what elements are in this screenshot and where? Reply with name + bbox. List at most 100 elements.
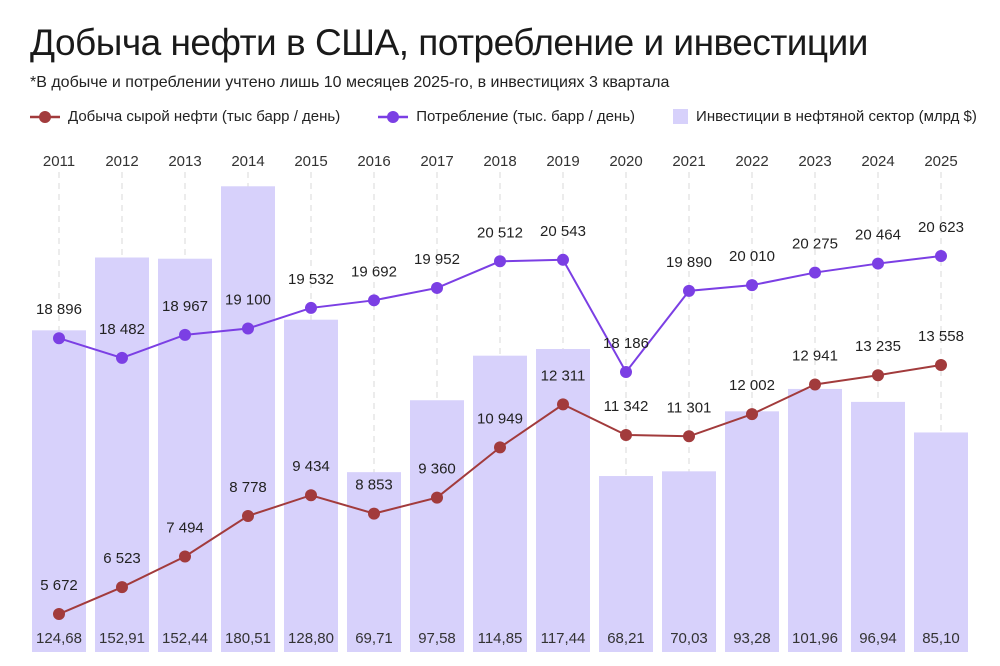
x-tick-label: 2011 (43, 153, 75, 170)
data-point (242, 322, 254, 335)
legend: Добыча сырой нефти (тыс барр / день) Пот… (30, 108, 977, 125)
bar (536, 349, 590, 652)
legend-line-marker-icon (30, 110, 60, 123)
bar-value-label: 180,51 (225, 630, 271, 647)
data-point (305, 301, 317, 314)
legend-line-marker-icon (378, 110, 409, 123)
bar (410, 400, 464, 652)
bar (851, 401, 905, 652)
bar-value-label: 101,96 (792, 630, 838, 647)
x-tick-label: 2014 (231, 153, 264, 170)
legend-item-investment: Инвестиции в нефтяной сектор (млрд $) (673, 108, 977, 125)
data-label: 13 558 (918, 328, 964, 345)
x-tick-label: 2017 (420, 153, 453, 170)
bar-value-label: 152,91 (99, 630, 145, 647)
legend-label: Добыча сырой нефти (тыс барр / день) (68, 108, 341, 125)
chart-subtitle: *В добыче и потреблении учтено лишь 10 м… (30, 74, 670, 91)
bar-value-label: 124,68 (36, 630, 82, 647)
bar (473, 355, 527, 652)
data-point (368, 294, 380, 307)
data-label: 18 896 (36, 301, 82, 318)
data-point (179, 550, 191, 563)
x-tick-label: 2015 (294, 153, 327, 170)
data-label: 9 434 (292, 458, 330, 475)
data-point (683, 430, 695, 443)
bar (725, 411, 779, 652)
legend-item-production: Добыча сырой нефти (тыс барр / день) (30, 108, 340, 125)
data-label: 18 482 (99, 321, 145, 338)
x-tick-label: 2022 (735, 153, 768, 170)
data-label: 20 512 (477, 224, 523, 241)
data-point (116, 351, 128, 364)
data-point (494, 255, 506, 268)
legend-item-consumption: Потребление (тыс. барр / день) (378, 108, 635, 125)
bar (32, 330, 86, 652)
data-label: 19 890 (666, 254, 712, 271)
data-label: 9 360 (418, 461, 456, 478)
data-point (620, 366, 632, 379)
data-point (305, 489, 317, 502)
data-label: 7 494 (166, 520, 204, 537)
data-label: 6 523 (103, 550, 141, 567)
x-tick-label: 2020 (609, 153, 642, 170)
data-point (935, 359, 947, 371)
data-point (683, 284, 695, 297)
data-label: 10 949 (477, 410, 523, 427)
x-tick-label: 2025 (924, 153, 957, 170)
x-tick-label: 2023 (798, 153, 831, 170)
data-point (872, 369, 884, 382)
data-label: 20 010 (729, 248, 775, 265)
data-label: 12 002 (729, 377, 775, 394)
bar (914, 432, 968, 652)
data-point (872, 257, 884, 270)
data-label: 18 967 (162, 298, 208, 315)
data-label: 19 532 (288, 271, 334, 288)
x-tick-label: 2016 (357, 153, 390, 170)
bar (662, 471, 716, 652)
data-label: 8 778 (229, 479, 267, 496)
bar (788, 388, 842, 652)
data-point (557, 253, 569, 266)
data-label: 19 692 (351, 263, 397, 280)
data-label: 19 100 (225, 291, 271, 308)
data-point (431, 281, 443, 294)
x-tick-label: 2021 (672, 153, 705, 170)
data-point (53, 332, 65, 345)
data-point (431, 491, 443, 504)
legend-label: Инвестиции в нефтяной сектор (млрд $) (696, 108, 977, 125)
data-point (53, 608, 65, 621)
bar (347, 472, 401, 652)
data-label: 11 342 (604, 398, 649, 415)
data-label: 20 623 (918, 219, 964, 236)
bar-value-label: 70,03 (670, 630, 708, 647)
data-point (557, 398, 569, 411)
x-tick-label: 2012 (105, 153, 138, 170)
data-point (809, 266, 821, 279)
x-tick-label: 2019 (546, 153, 579, 170)
data-label: 12 311 (541, 367, 586, 384)
chart-title: Добыча нефти в США, потребление и инвест… (30, 22, 868, 63)
data-point (368, 507, 380, 520)
data-label: 20 543 (540, 223, 586, 240)
bar-value-label: 152,44 (162, 630, 208, 647)
data-label: 20 275 (792, 236, 838, 253)
data-label: 11 301 (667, 399, 712, 416)
data-label: 5 672 (40, 577, 78, 594)
bar-value-label: 97,58 (418, 630, 456, 647)
data-label: 8 853 (355, 477, 393, 494)
data-point (116, 581, 128, 594)
data-point (746, 279, 758, 292)
bar-value-label: 93,28 (733, 630, 771, 647)
bar-value-label: 117,44 (541, 630, 586, 647)
data-point (179, 328, 191, 341)
bar-value-label: 85,10 (922, 630, 960, 647)
bar-value-label: 69,71 (355, 630, 393, 647)
data-point (620, 428, 632, 441)
data-point (494, 441, 506, 454)
data-label: 20 464 (855, 227, 901, 244)
data-label: 12 941 (792, 347, 838, 364)
bar-value-label: 68,21 (607, 630, 645, 647)
data-point (935, 250, 947, 262)
